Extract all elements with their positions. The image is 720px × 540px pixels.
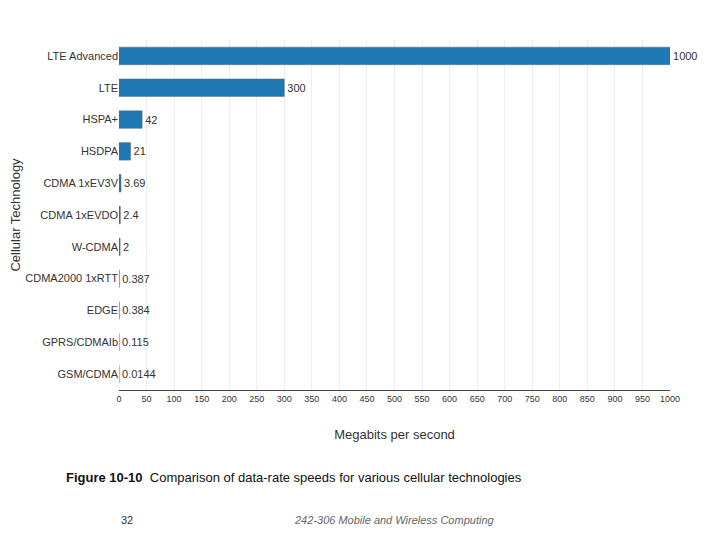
svg-text:0.0144: 0.0144 — [122, 368, 156, 380]
svg-text:GSM/CDMA: GSM/CDMA — [58, 368, 119, 380]
svg-text:450: 450 — [359, 394, 374, 404]
svg-text:0: 0 — [116, 394, 121, 404]
svg-text:GPRS/CDMAIb: GPRS/CDMAIb — [42, 336, 118, 348]
svg-text:3.69: 3.69 — [124, 177, 145, 189]
svg-text:CDMA2000 1xRTT: CDMA2000 1xRTT — [25, 272, 118, 284]
svg-text:2: 2 — [123, 241, 129, 253]
svg-text:Cellular Technology: Cellular Technology — [8, 158, 23, 272]
svg-text:HSDPA: HSDPA — [81, 145, 119, 157]
svg-text:850: 850 — [580, 394, 595, 404]
svg-text:EDGE: EDGE — [87, 304, 118, 316]
svg-text:550: 550 — [415, 394, 430, 404]
svg-text:Figure 10-10 Comparison of da: Figure 10-10 Comparison of data-rate spe… — [66, 470, 522, 485]
svg-text:650: 650 — [470, 394, 485, 404]
svg-text:300: 300 — [277, 394, 292, 404]
svg-text:CDMA 1xEVDO: CDMA 1xEVDO — [40, 209, 118, 221]
svg-text:300: 300 — [287, 82, 305, 94]
svg-text:250: 250 — [249, 394, 264, 404]
svg-text:200: 200 — [222, 394, 237, 404]
svg-text:150: 150 — [194, 394, 209, 404]
svg-text:500: 500 — [387, 394, 402, 404]
svg-text:21: 21 — [134, 145, 146, 157]
svg-text:950: 950 — [635, 394, 650, 404]
svg-text:LTE: LTE — [99, 82, 118, 94]
svg-text:42: 42 — [145, 114, 157, 126]
svg-text:800: 800 — [552, 394, 567, 404]
svg-text:100: 100 — [167, 394, 182, 404]
svg-text:2.4: 2.4 — [123, 209, 138, 221]
svg-text:700: 700 — [497, 394, 512, 404]
svg-text:1000: 1000 — [660, 394, 680, 404]
svg-text:1000: 1000 — [673, 50, 697, 62]
svg-text:900: 900 — [607, 394, 622, 404]
svg-text:0.387: 0.387 — [122, 273, 150, 285]
svg-text:HSPA+: HSPA+ — [82, 113, 118, 125]
svg-text:350: 350 — [304, 394, 319, 404]
svg-text:400: 400 — [332, 394, 347, 404]
svg-text:32: 32 — [121, 514, 133, 526]
svg-text:Megabits per second: Megabits per second — [334, 427, 455, 442]
svg-text:600: 600 — [442, 394, 457, 404]
svg-text:CDMA 1xEV3V: CDMA 1xEV3V — [43, 177, 118, 189]
svg-text:0.384: 0.384 — [122, 304, 150, 316]
svg-text:50: 50 — [142, 394, 152, 404]
svg-text:242-306 Mobile and Wireless Co: 242-306 Mobile and Wireless Computing — [294, 514, 495, 526]
svg-text:750: 750 — [525, 394, 540, 404]
svg-text:W-CDMA: W-CDMA — [72, 241, 119, 253]
svg-text:0.115: 0.115 — [122, 336, 149, 348]
svg-text:LTE Advanced: LTE Advanced — [47, 50, 118, 62]
